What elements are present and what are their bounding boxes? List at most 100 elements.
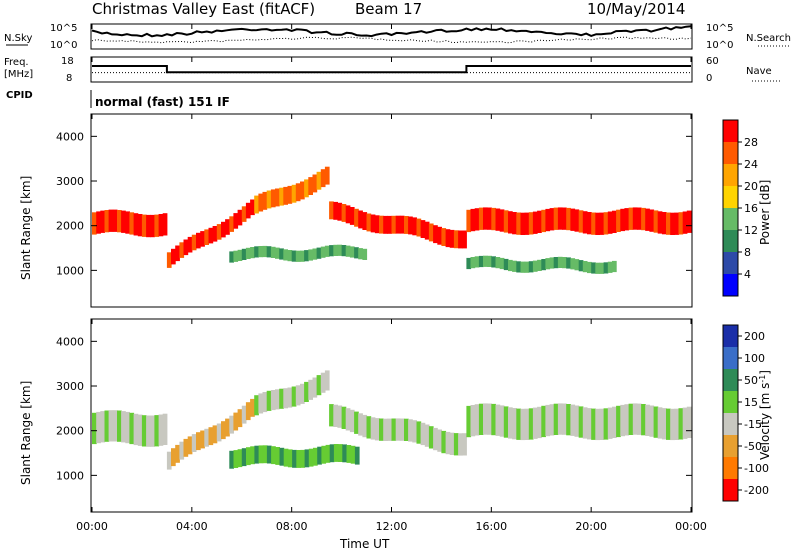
band-6-segment [582,261,588,273]
nave-tick-bottom: 0 [706,73,712,84]
power-colorbar-label: Power [dB] [758,180,772,245]
band-0-segment [158,414,164,446]
band-4-segment [532,407,538,439]
band-3-segment [462,433,467,456]
band-1-segment [183,438,189,457]
beam-title: Beam 17 [355,0,422,18]
x-tick-label: 12:00 [376,520,408,533]
freq-trace [92,65,691,74]
band-2-segment [320,372,326,393]
band-1-segment [166,252,172,268]
band-5-segment [254,445,260,464]
band-2-segment [287,387,293,408]
band-5-segment [229,450,234,469]
band-6-segment [532,260,538,272]
band-6-segment [587,261,592,274]
band-5-segment [324,245,330,257]
band-0-segment [125,211,130,234]
band-6-segment [512,260,517,272]
band-4-segment [487,403,492,435]
band-3-segment [349,409,355,433]
band-6-segment [541,259,546,271]
x-tick-label: 16:00 [475,520,507,533]
x-tick-label: 00:00 [675,520,707,533]
band-5-segment [266,445,272,464]
band-0-segment [104,210,110,233]
band-5-segment [337,244,343,256]
band-1-segment [187,236,193,253]
band-4-segment [495,208,501,231]
band-6-segment [495,257,501,269]
power-colorbar-scale [723,120,738,297]
colorbar-tick-label: -50 [744,440,762,453]
band-2-segment [308,177,313,195]
band-3-segment [383,418,388,441]
colorbar-tick-label: -15 [744,418,762,431]
band-1-segment [187,436,193,455]
band-5-segment [329,444,335,463]
band-5-segment [275,247,280,259]
band-6-segment [603,262,609,274]
y-tick-label: 2000 [56,425,84,438]
band-2-segment [316,171,322,190]
band-3-segment [453,433,459,456]
band-4-segment [557,207,563,230]
colorbar-tick-label: 8 [744,246,751,259]
band-0-segment [146,415,151,447]
band-4-segment [666,408,671,440]
band-4-segment [607,211,613,234]
band-1-segment [237,209,243,226]
band-1-segment [212,425,218,444]
band-5-segment [349,246,355,258]
band-4-segment [641,404,646,436]
band-5-segment [313,447,318,466]
band-5-segment [250,247,255,259]
band-5-segment [291,250,297,262]
band-1-segment [250,199,255,216]
band-4-segment [686,210,692,233]
band-0-segment [121,411,126,443]
band-6-segment [466,257,472,270]
band-4-segment [478,403,484,435]
band-4-segment [491,403,496,436]
band-4-segment [653,406,659,438]
band-2-segment [258,393,264,414]
band-3-segment [458,433,463,456]
band-2-segment [279,187,284,206]
band-5-segment [262,245,268,258]
band-2-segment [262,392,268,413]
colorbar-step [723,252,738,275]
band-5-segment [275,447,280,465]
colorbar-step [723,369,738,392]
band-3-segment [341,204,347,222]
band-5-segment [254,246,259,258]
band-6-segment [553,257,559,269]
band-0-segment [154,214,160,237]
power-ylabel: Slant Range [km] [19,176,33,280]
y-tick-label: 3000 [56,380,84,393]
band-1-segment [204,229,209,245]
band-1-segment [216,423,222,442]
freq-unit-label: [MHz] [4,69,33,80]
band-1-segment [196,432,201,451]
band-5-segment [316,247,322,259]
band-4-segment [599,408,605,440]
band-6-segment [491,256,496,268]
band-6-segment [508,259,513,272]
band-5-segment [304,250,309,262]
band-4-segment [607,407,613,439]
velocity-colorbar-label-main: Velocity [m s [758,383,772,460]
colorbar-tick-label: 28 [744,136,758,149]
band-1-segment [225,418,230,437]
band-5-segment [350,445,356,464]
band-4-segment [528,408,534,440]
velocity-colorbar-label-close: ] [758,370,772,375]
x-tick-label: 00:00 [76,520,108,533]
power-marks [92,166,692,274]
band-1-segment [179,441,185,460]
band-4-segment [624,208,630,231]
band-3-segment [362,414,368,438]
band-4-segment [587,212,592,235]
band-5-segment [283,249,288,261]
band-3-segment [345,205,351,224]
